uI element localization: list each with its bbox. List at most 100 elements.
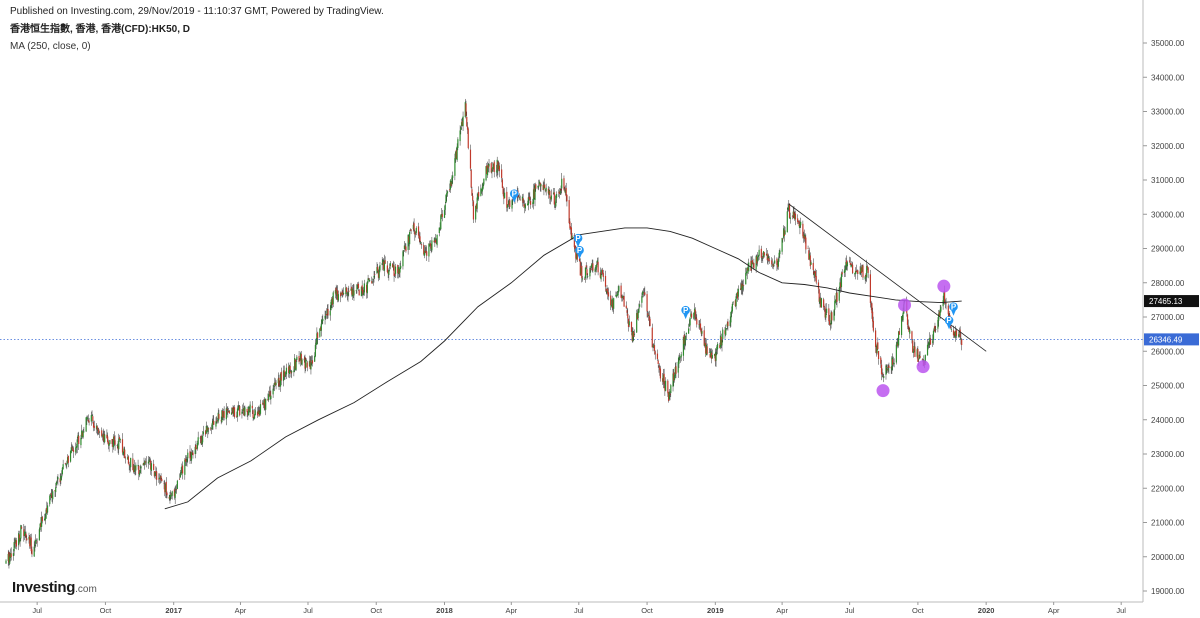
candle [140,465,142,475]
candle-body [532,189,535,204]
candle [231,407,233,414]
candle [683,331,685,350]
candle-body [308,361,311,367]
candle [667,391,670,403]
candle-body [127,456,130,464]
candle-body [388,270,390,275]
candle-body [101,430,103,436]
candle-body [134,466,136,470]
candle-body [939,309,941,316]
candle-body [752,263,754,265]
candle [746,267,748,280]
x-tick-label: Jul [1116,606,1126,615]
candle-body [798,221,800,227]
flag-marker-tail [511,196,517,203]
candle-body [446,192,448,196]
candle-body [455,151,457,160]
candle-body [293,370,295,373]
candle-body [337,290,339,301]
candle-body [107,436,109,443]
candle-body [192,452,194,456]
candle [119,438,121,444]
candle [693,312,695,320]
candle [815,269,817,285]
candle-body [529,197,531,201]
candle [498,162,501,178]
candle-body [909,329,911,334]
candle-body [439,228,441,229]
candle [917,345,919,362]
candle [304,354,306,374]
candle [130,457,132,472]
candle-body [716,343,719,349]
candle [742,279,744,296]
candle [777,260,779,270]
candle [869,269,872,308]
candle-body [197,437,199,445]
candle [776,257,778,271]
candle-body [518,196,520,198]
candle-body [154,472,156,476]
candle [403,241,406,252]
candle-body [232,407,234,414]
candle-body [5,560,7,564]
candle [524,202,526,212]
candle-body [446,191,449,194]
candle-body [715,351,717,361]
pivot-dot-marker [876,384,890,398]
candle-body [597,261,599,273]
candle [340,292,342,296]
candle [772,263,774,270]
candle [424,244,426,253]
candle [244,405,246,417]
candle [753,258,755,271]
candle-body [521,196,524,201]
candle [420,242,423,249]
candle [945,297,947,310]
candle-body [542,184,544,191]
candle [519,195,521,201]
candle [144,458,147,466]
candle [158,473,160,483]
candle-body [486,165,488,175]
candle-body [403,245,406,249]
candle [301,358,303,366]
candle [8,550,10,569]
candle [357,282,359,289]
candle-body [91,415,93,417]
candle-body [26,538,28,541]
candle [223,406,225,421]
candle [236,405,239,422]
candle [705,338,708,356]
candle [309,356,311,370]
candle-body [651,327,653,348]
candle [441,209,443,222]
candle [750,256,752,271]
candle [435,238,437,245]
candle [838,286,840,304]
flag-marker [509,189,519,198]
candle [14,537,16,548]
candle [274,378,276,387]
candle [236,411,238,418]
candle-body [189,451,191,459]
candle-body [659,366,661,370]
candle-body [268,392,271,394]
candle [80,434,82,449]
candle [897,337,899,349]
candle [798,219,800,228]
candle-body [256,411,259,416]
candle-body [327,308,329,316]
candle [486,161,489,178]
candle-body [673,372,675,381]
candle [477,192,479,201]
candle-body [601,269,604,274]
candle [83,426,85,433]
candle [656,349,659,361]
candle-body [332,292,334,304]
candle [501,178,503,189]
symbol-title: 香港恒生指數, 香港, 香港(CFD):HK50, D [10,24,190,35]
candle-body [924,354,926,363]
candle [657,359,659,368]
